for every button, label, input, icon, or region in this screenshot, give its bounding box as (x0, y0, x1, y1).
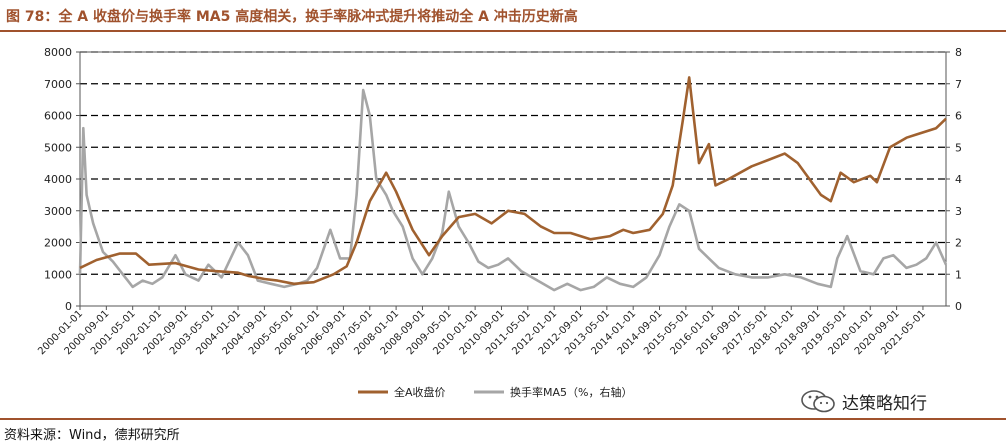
footer-rule (0, 418, 1006, 420)
source-note: 资料来源：Wind，德邦研究所 (4, 428, 180, 443)
chart: 0 1000 2000 3000 4000 5000 6000 7000 8000 0 1 2 3 4 5 6… (36, 46, 962, 399)
legend-label: 换手率MA5（%，右轴） (510, 385, 632, 399)
y-left-tick-label: 5000 (44, 141, 72, 154)
y-left-tick-label: 1000 (44, 268, 72, 281)
y-right-tick-label: 2 (955, 237, 962, 250)
y-right-tick-label: 8 (955, 46, 962, 59)
y-left-tick-label: 6000 (44, 110, 72, 123)
y-left-tick-label: 7000 (44, 78, 72, 91)
y-right-tick-label: 0 (955, 300, 962, 313)
y-right-tick-label: 4 (955, 173, 962, 186)
figure-title: 图 78：全 A 收盘价与换手率 MA5 高度相关，换手率脉冲式提升将推动全 A… (6, 9, 578, 25)
y-left-tick-label: 3000 (44, 205, 72, 218)
legend-label: 全A收盘价 (394, 385, 446, 399)
y-left-tick-label: 8000 (44, 46, 72, 59)
watermark: 达策略知行 (800, 388, 927, 414)
y-left-tick-label: 4000 (44, 173, 72, 186)
y-left-tick-label: 0 (65, 300, 72, 313)
watermark-text: 达策略知行 (842, 393, 927, 414)
wechat-icon (801, 390, 835, 413)
series-line-turnover (78, 88, 948, 292)
y-right-tick-label: 7 (955, 78, 962, 91)
y-left-tick-label: 2000 (44, 237, 72, 250)
y-right-tick-label: 6 (955, 110, 962, 123)
y-right-tick-label: 3 (955, 205, 962, 218)
series-line-price (79, 76, 947, 286)
x-tick-label: 2000-01-01 (36, 308, 85, 357)
title-rule (0, 30, 1006, 32)
y-right-tick-label: 1 (955, 268, 962, 281)
y-right-tick-label: 5 (955, 141, 962, 154)
